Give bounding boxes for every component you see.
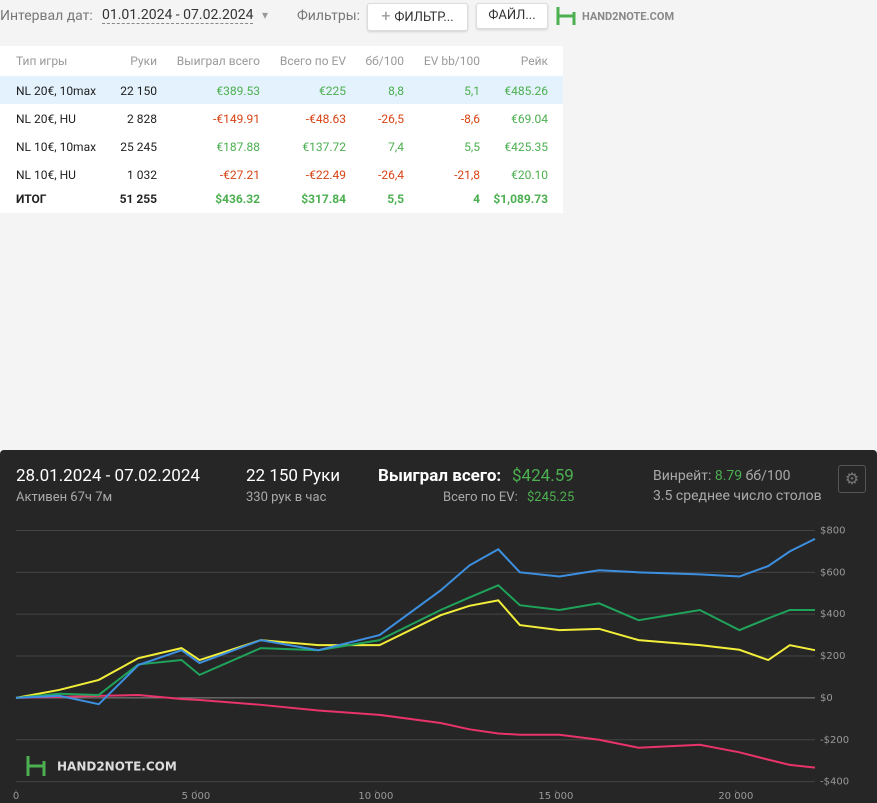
x-tick-label: 5 000	[182, 791, 211, 802]
table-cell: NL 10€, 10max	[16, 140, 97, 154]
table-cell: бб/100	[365, 54, 404, 68]
table-cell: €20.10	[511, 168, 548, 182]
y-tick-label: $400	[820, 609, 845, 620]
table-cell: -26,5	[378, 112, 404, 126]
y-tick-label: -$400	[820, 777, 849, 788]
logo-icon	[556, 7, 576, 25]
table-cell: Всего по EV	[279, 54, 346, 68]
series-line	[15, 584, 815, 699]
ev-value: $245.25	[527, 490, 575, 505]
series-line	[15, 537, 816, 706]
table-cell: ИТОГ	[16, 192, 47, 206]
selected-row[interactable]	[0, 76, 563, 104]
table-cell: EV bb/100	[423, 54, 480, 68]
y-tick-label: $800	[820, 525, 845, 536]
winrate-unit: бб/100	[745, 468, 791, 484]
table-cell: 5,5	[464, 140, 480, 154]
table-cell: -26,4	[378, 168, 404, 182]
table-cell: -21,8	[454, 168, 480, 182]
watermark	[26, 756, 46, 776]
filter-button-text: ФИЛЬТР...	[394, 10, 454, 25]
table-cell: 2 828	[127, 112, 157, 126]
tables: 3.5 среднее число столов	[653, 488, 822, 504]
series-line	[15, 599, 816, 699]
table-cell: €187.88	[216, 140, 260, 154]
x-tick-label: 20 000	[718, 791, 753, 802]
graph-panel: 28.01.2024 - 07.02.2024 Активен 67ч 7м 2…	[0, 450, 877, 803]
table-cell: -€149.91	[213, 112, 260, 126]
table-cell: €485.26	[504, 84, 548, 98]
winrate-value: 8.79	[714, 468, 743, 484]
table-cell: -€48.63	[305, 112, 346, 126]
table-cell: -€27.21	[219, 168, 260, 182]
x-tick-label: 0	[13, 791, 19, 802]
x-tick-label: 10 000	[358, 791, 393, 802]
filter-button[interactable]: + ФИЛЬТР...	[367, 3, 468, 31]
table-cell: €425.35	[504, 140, 548, 154]
table-cell: NL 20€, HU	[16, 112, 76, 126]
table-cell: 1 032	[127, 168, 157, 182]
settings-button[interactable]: ⚙	[838, 465, 866, 493]
table-cell: €389.53	[216, 84, 260, 98]
ev-label: Всего по EV:	[443, 490, 518, 505]
won-label: Выиграл всего:	[378, 466, 502, 486]
watermark-text: HAND2NOTE.COM	[57, 760, 177, 774]
table-cell: -€22.49	[305, 168, 346, 182]
stats-table: Тип игры Руки Выиграл всего Всего по EV бб/1…	[0, 46, 563, 213]
plus-icon: +	[381, 6, 395, 25]
y-tick-label: $0	[820, 693, 833, 704]
y-tick-label: $200	[820, 651, 845, 662]
date-picker[interactable]: 01.01.2024 - 07.02.2024	[102, 7, 254, 24]
winrate: Винрейт: 8.79 бб/100	[653, 468, 791, 484]
table-cell: $317.84	[301, 192, 346, 206]
table-cell: NL 20€, 10max	[16, 84, 97, 98]
table-cell: 5,5	[387, 192, 404, 206]
dropdown-arrow[interactable]: ▾	[262, 8, 269, 22]
table-cell: 22 150	[120, 84, 157, 98]
table-cell: 51 255	[119, 192, 157, 206]
table-cell: Рейк	[520, 54, 548, 68]
table-cell: NL 10€, HU	[16, 168, 76, 182]
table-cell: 8,8	[388, 84, 404, 98]
filters-label: Фильтры:	[297, 8, 360, 24]
table-cell: 5,1	[464, 84, 480, 98]
hands-per-hour: 330 рук в час	[246, 490, 327, 505]
winrate-label: Винрейт:	[653, 468, 712, 484]
table-cell: €225	[319, 84, 346, 98]
table-cell: €137.72	[302, 140, 346, 154]
table-cell: 7,4	[388, 140, 404, 154]
files-button[interactable]: ФАЙЛ...	[476, 3, 548, 29]
table-cell: Выиграл всего	[176, 54, 260, 68]
logo-text: HAND2NOTE.COM	[582, 10, 675, 23]
won-value: $424.59	[512, 466, 574, 486]
table-cell: Руки	[130, 54, 157, 68]
table-cell: €69.04	[511, 112, 548, 126]
table-cell: 25 245	[120, 140, 157, 154]
table-cell: Тип игры	[16, 54, 68, 68]
y-tick-label: $600	[820, 567, 845, 578]
hands: 22 150 Руки	[246, 466, 341, 486]
graph-date: 28.01.2024 - 07.02.2024	[16, 466, 200, 486]
table-cell: 4	[473, 192, 480, 206]
active-time: Активен 67ч 7м	[16, 490, 113, 505]
interval-label: Интервал дат:	[0, 8, 93, 24]
table-cell: -8,6	[460, 112, 480, 126]
table-cell: $436.32	[215, 192, 260, 206]
x-tick-label: 15 000	[538, 791, 573, 802]
y-tick-label: -$200	[820, 735, 849, 746]
table-cell: $1,089.73	[493, 192, 548, 206]
series-line	[15, 693, 816, 769]
